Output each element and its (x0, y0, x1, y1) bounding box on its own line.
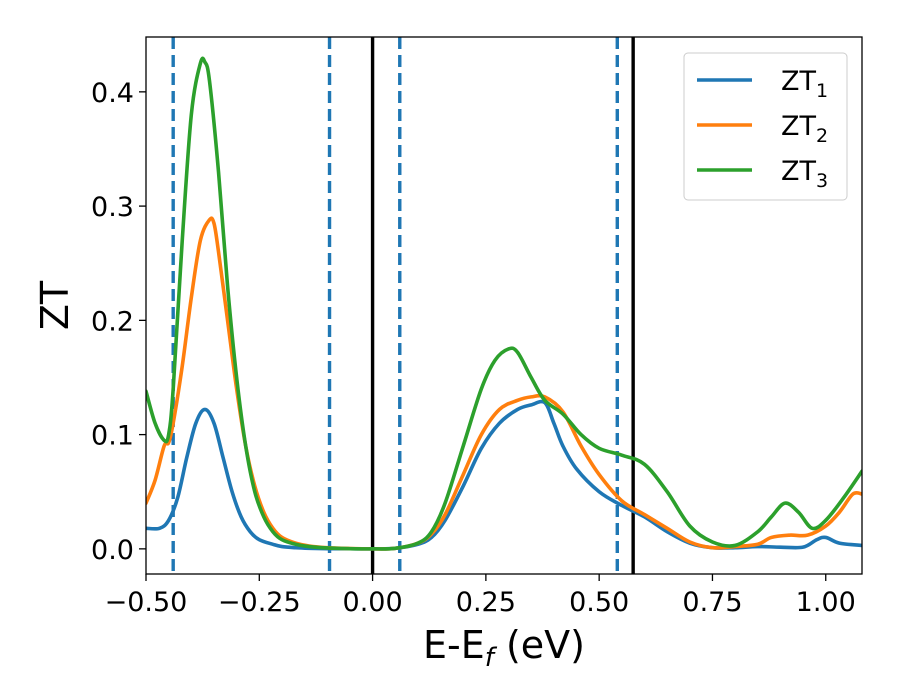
x-axis-ticks: −0.50 −0.25 0.00 0.25 0.50 0.75 1.00 (105, 574, 856, 618)
x-tick-label: 1.00 (796, 587, 856, 618)
x-axis-title-main: E-E (423, 623, 485, 667)
y-tick-label: 0.2 (91, 306, 134, 337)
x-axis-title-unit: (eV) (494, 623, 585, 667)
y-tick-label: 0.1 (91, 421, 134, 452)
x-tick-label: −0.25 (218, 587, 301, 618)
reference-vertical-lines (171, 37, 635, 574)
x-tick-label: 0.25 (456, 587, 516, 618)
x-tick-label: 0.50 (569, 587, 629, 618)
series-line-zt3 (146, 56, 862, 551)
y-axis-title: ZT (33, 280, 77, 330)
series-lines (146, 56, 862, 551)
x-tick-label: 0.00 (343, 587, 403, 618)
x-axis-title: E-Ef (eV) (423, 623, 585, 673)
y-tick-label: 0.3 (91, 192, 134, 223)
x-tick-label: 0.75 (682, 587, 742, 618)
legend-label-zt1: ZT1 (781, 66, 828, 102)
series-line-zt2 (146, 216, 862, 551)
legend-label-zt2: ZT2 (781, 111, 828, 147)
legend: ZT1 ZT2 ZT3 (683, 52, 848, 201)
y-axis-ticks: 0.0 0.1 0.2 0.3 0.4 (91, 78, 146, 566)
plot-frame (145, 36, 863, 575)
x-tick-label: −0.50 (105, 587, 188, 618)
y-tick-label: 0.0 (91, 535, 134, 566)
legend-box (683, 52, 848, 201)
legend-label-zt3: ZT3 (781, 156, 828, 192)
y-tick-label: 0.4 (91, 78, 134, 109)
